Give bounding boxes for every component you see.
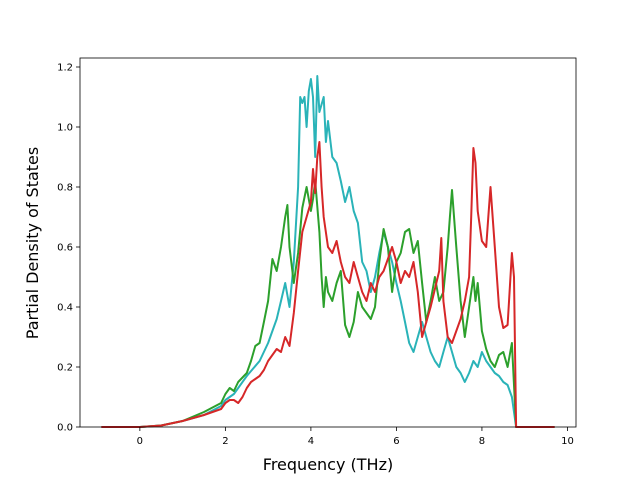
y-tick-label: 0.2	[57, 363, 73, 374]
series-layer	[101, 75, 555, 428]
y-tick-label: 1.0	[57, 123, 73, 134]
y-axis-ticks: 0.0 0.2 0.4 0.6 0.8 1.0 1.2	[57, 63, 80, 434]
x-tick-label: 10	[561, 436, 574, 447]
y-tick-label: 0.8	[57, 183, 73, 194]
x-tick-label: 2	[222, 436, 228, 447]
x-tick-label: 0	[137, 436, 143, 447]
x-tick-label: 4	[308, 436, 314, 447]
y-axis-title: Partial Density of States	[23, 147, 42, 339]
x-tick-label: 6	[393, 436, 399, 447]
y-tick-label: 0.0	[57, 423, 73, 434]
x-axis-ticks: 0 2 4 6 8 10	[137, 427, 574, 447]
series-line-1	[101, 75, 555, 428]
plot-frame	[79, 57, 577, 428]
x-axis-title: Frequency (THz)	[263, 455, 393, 474]
y-tick-label: 1.2	[57, 63, 73, 74]
x-tick-label: 8	[479, 436, 485, 447]
y-tick-label: 0.4	[57, 303, 73, 314]
series-line-3	[101, 141, 555, 428]
series-line-2	[101, 180, 555, 428]
y-tick-label: 0.6	[57, 243, 73, 254]
